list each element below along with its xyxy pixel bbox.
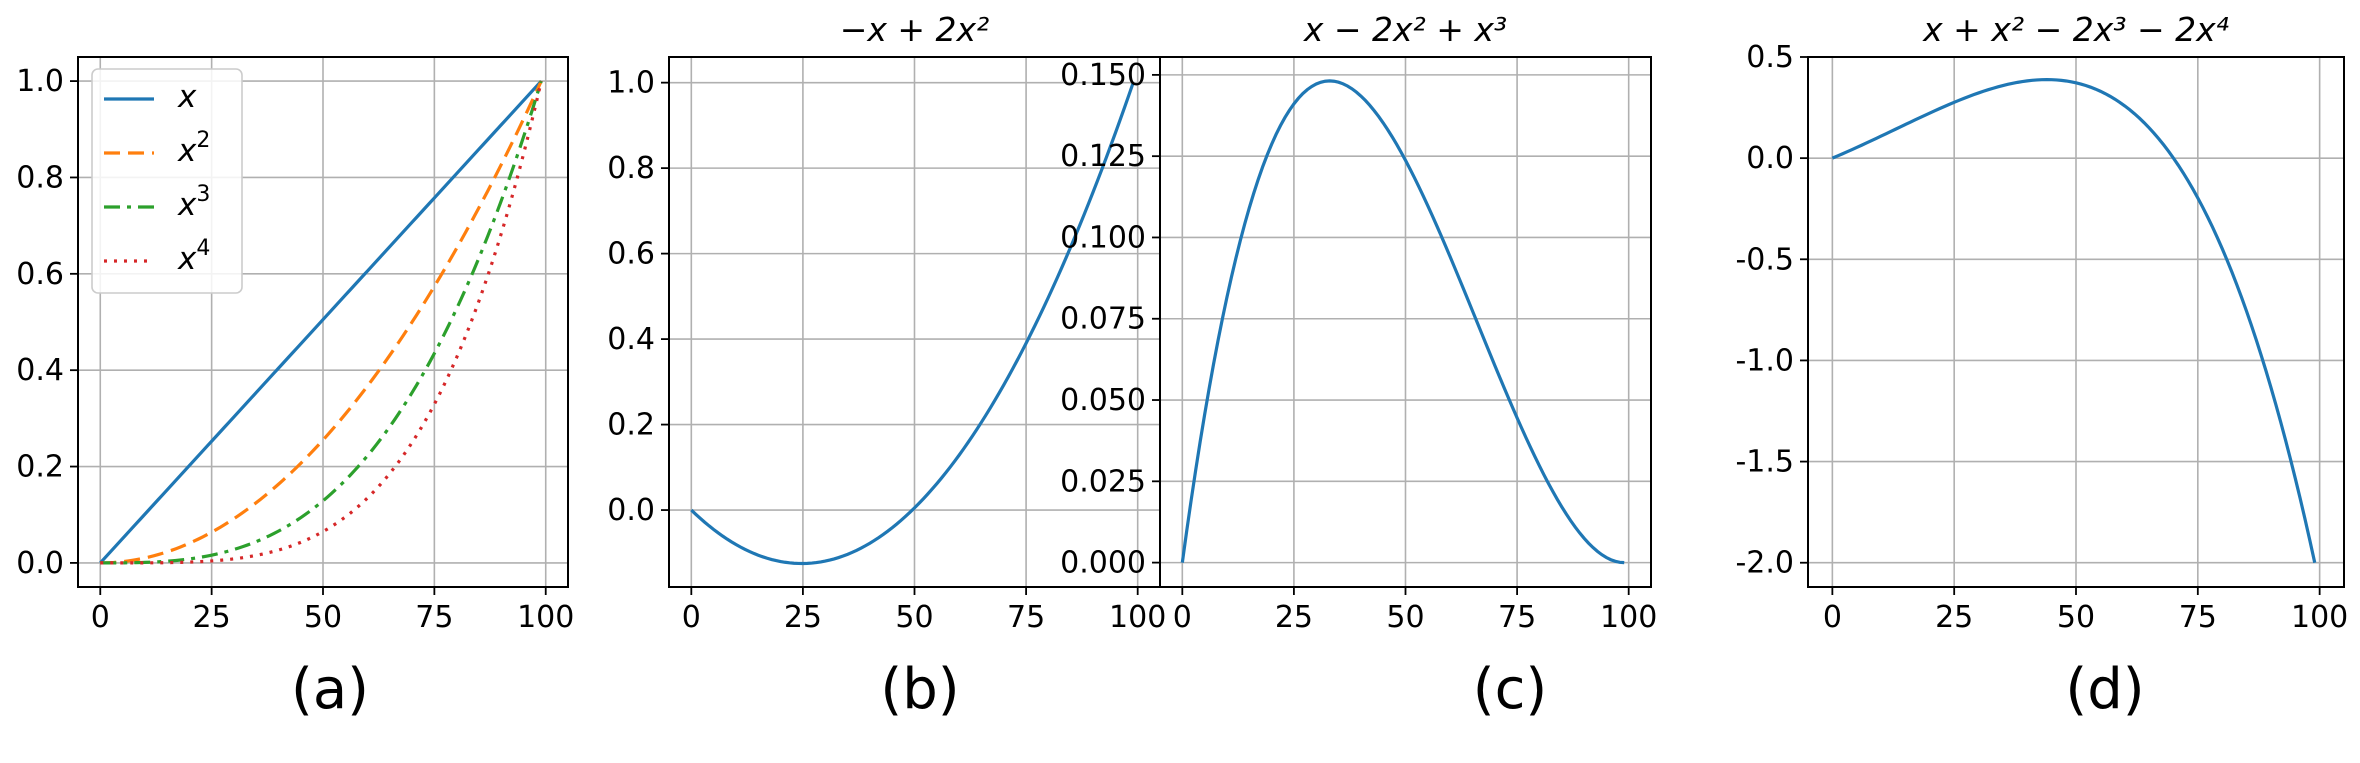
y-tick-label: 0.0 xyxy=(16,546,64,581)
y-tick-label: 0.025 xyxy=(1060,464,1146,499)
x-tick-label: 50 xyxy=(1386,600,1424,635)
x-tick-label: 0 xyxy=(1823,600,1842,635)
x-tick-label: 50 xyxy=(304,600,342,635)
panel-caption: (b) xyxy=(880,657,959,722)
series-line-1 xyxy=(99,80,543,564)
x-tick-label: 50 xyxy=(895,600,933,635)
series-line-2 xyxy=(100,80,543,565)
panel-b: 0 25 50 75 100 0.0 0.2 0.4 0.6 0.8 1.0 −x + 2x² (b) xyxy=(607,10,1166,722)
panel-caption: (a) xyxy=(291,657,369,722)
x-tick-label: 75 xyxy=(2179,600,2217,635)
x-tick-label: 25 xyxy=(1935,600,1973,635)
y-tick-label: 0.125 xyxy=(1060,139,1146,174)
x-tick-label: 100 xyxy=(1109,600,1166,635)
y-tick-label: -2.0 xyxy=(1735,546,1794,581)
x-tick-label: 75 xyxy=(1007,600,1045,635)
x-tick-label: 100 xyxy=(1600,600,1657,635)
y-tick-label: 0.000 xyxy=(1060,546,1146,581)
series-line-3 xyxy=(100,80,543,565)
x-tick-label: 0 xyxy=(91,600,110,635)
y-tick-label: 0.4 xyxy=(16,353,64,388)
y-tick-label: -1.5 xyxy=(1735,445,1794,480)
y-tick-label: 0.6 xyxy=(16,257,64,292)
y-tick-label: 0.2 xyxy=(607,408,655,443)
x-tick-label: 25 xyxy=(784,600,822,635)
x-tick-label: 75 xyxy=(415,600,453,635)
x-tick-label: 0 xyxy=(1173,600,1192,635)
x-tick-label: 75 xyxy=(1498,600,1536,635)
y-tick-label: 0.6 xyxy=(607,237,655,272)
panel-caption: (c) xyxy=(1473,657,1547,722)
y-tick-label: 0.8 xyxy=(607,151,655,186)
y-tick-label: 0.050 xyxy=(1060,383,1146,418)
y-tick-label: -1.0 xyxy=(1735,343,1794,378)
series-line-1 xyxy=(690,82,1135,566)
chart-title: −x + 2x² xyxy=(840,10,990,49)
x-tick-label: 0 xyxy=(682,600,701,635)
y-tick-label: 0.2 xyxy=(16,450,64,485)
x-tick-label: 100 xyxy=(2291,600,2348,635)
x-tick-label: 25 xyxy=(193,600,231,635)
y-tick-label: 1.0 xyxy=(607,66,655,101)
series-line-1 xyxy=(1831,77,2317,564)
x-tick-label: 100 xyxy=(517,600,574,635)
y-tick-label: 0.100 xyxy=(1060,220,1146,255)
x-tick-label: 25 xyxy=(1275,600,1313,635)
panel-caption: (d) xyxy=(2065,657,2144,722)
y-tick-label: -0.5 xyxy=(1735,242,1794,277)
y-tick-label: 0.0 xyxy=(1746,141,1794,176)
legend-label: x xyxy=(177,79,197,115)
chart-title: x + x² − 2x³ − 2x⁴ xyxy=(1922,10,2229,49)
y-tick-label: 0.8 xyxy=(16,160,64,195)
x-tick-label: 50 xyxy=(2057,600,2095,635)
series-line-1 xyxy=(1180,79,1625,565)
y-tick-label: 0.0 xyxy=(607,493,655,528)
y-tick-label: 0.075 xyxy=(1060,302,1146,337)
chart-title: x − 2x² + x³ xyxy=(1303,10,1507,49)
y-tick-label: 0.150 xyxy=(1060,58,1146,93)
legend-label: x4 xyxy=(177,236,210,277)
panel-c: 0 25 50 75 100 0.000 0.025 0.050 0.075 0.100 0.125… xyxy=(1060,10,1657,722)
y-tick-label: 0.4 xyxy=(607,322,655,357)
panel-d: 0 25 50 75 100 -2.0 -1.5 -1.0 -0.5 0.0 0.5 x + x² −… xyxy=(1735,10,2348,722)
y-tick-label: 1.0 xyxy=(16,64,64,99)
y-tick-label: 0.5 xyxy=(1746,40,1794,75)
series-line-4 xyxy=(100,80,543,565)
legend-box xyxy=(91,68,243,294)
